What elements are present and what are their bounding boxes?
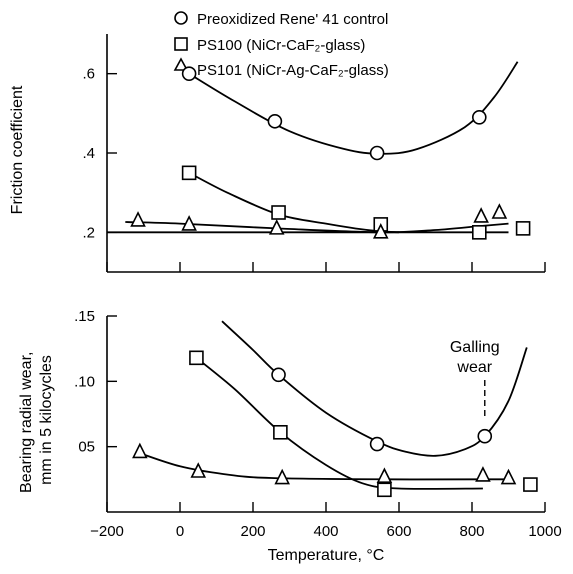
wear-y-axis-label-line2: mm in 5 kilocycles [38,355,55,485]
data-point-triangle-1 [190,462,207,478]
y-tick-label: .15 [74,308,95,325]
wear-y-axis-label: Bearing radial wear, mm in 5 kilocycles [18,347,55,493]
fit-curve-triangle [125,221,509,234]
wear-x-axis-label: Temperature, °C [268,547,385,564]
wear-x-ticks: −200 0 200 400 600 800 1000 [90,523,562,540]
fit-curve-square [195,357,483,490]
x-tick-label: −200 [90,523,124,540]
data-point-circle-2 [477,428,493,444]
x-tick-label: 200 [240,523,265,540]
y-tick-label: 05 [78,439,95,456]
data-point-triangle-4 [473,207,489,223]
data-point-square-3 [471,225,487,240]
data-point-triangle-4 [475,466,491,482]
x-tick-label: 600 [386,523,411,540]
data-point-triangle-2 [274,468,290,485]
fit-curve-circle [221,320,528,457]
fit-curve-square [188,172,400,234]
data-point-triangle-5 [500,468,517,485]
legend-marker-circle [174,11,188,25]
data-point-circle-2 [369,145,385,161]
y-tick-label: .6 [82,66,95,83]
friction-y-axis-label: Friction coefficient [9,85,26,214]
x-tick-label: 1000 [528,523,561,540]
data-point-circle-0 [181,66,197,81]
galling-label-line2: wear [456,359,492,376]
data-point-square-1 [273,424,288,440]
legend-marker-triangle [173,57,189,71]
x-tick-label: 800 [459,523,484,540]
data-point-triangle-2 [268,219,285,235]
y-tick-label: .10 [74,373,95,390]
data-point-square-1 [271,205,286,220]
galling-wear-annotation: Galling wear [450,339,500,420]
x-tick-label: 0 [176,523,184,540]
wear-panel: 05 .10 .15 −200 0 200 400 600 800 1000 Bearing r… [18,308,562,564]
legend-label-ps101: PS101 (NiCr-Ag-CaF₂-glass) [197,62,389,79]
data-point-circle-3 [471,110,487,125]
data-point-triangle-5 [491,203,508,219]
galling-label-line1: Galling [450,339,500,356]
data-point-square-4 [515,221,531,236]
friction-fit-curves [106,61,519,234]
data-point-square-2 [377,482,392,498]
wear-data-points [132,350,538,498]
data-point-square-0 [189,350,204,366]
data-point-triangle-3 [372,223,389,239]
data-point-triangle-1 [181,215,197,231]
data-point-circle-1 [267,113,283,129]
friction-data-points [130,66,531,240]
data-point-circle-0 [271,367,286,383]
data-point-circle-1 [369,436,385,452]
y-tick-label: .2 [82,224,95,241]
data-point-triangle-0 [132,442,148,459]
wear-y-ticks: 05 .10 .15 [74,308,117,456]
data-point-square-3 [523,477,538,492]
legend-marker-square [174,37,188,51]
data-point-triangle-0 [130,211,146,227]
data-point-square-0 [181,165,197,181]
y-tick-label: .4 [82,145,95,162]
legend-label-rene41: Preoxidized Rene' 41 control [197,11,388,28]
data-point-triangle-3 [376,467,393,484]
friction-panel: .2 .4 .6 Friction coefficient [9,34,546,273]
x-tick-label: 400 [313,523,338,540]
legend: Preoxidized Rene' 41 control PS100 (NiCr… [173,11,389,79]
wear-y-axis-label-line1: Bearing radial wear, [18,352,35,493]
legend-label-ps100: PS100 (NiCr-CaF₂-glass) [197,37,365,54]
friction-y-ticks: .2 .4 .6 [82,66,117,241]
